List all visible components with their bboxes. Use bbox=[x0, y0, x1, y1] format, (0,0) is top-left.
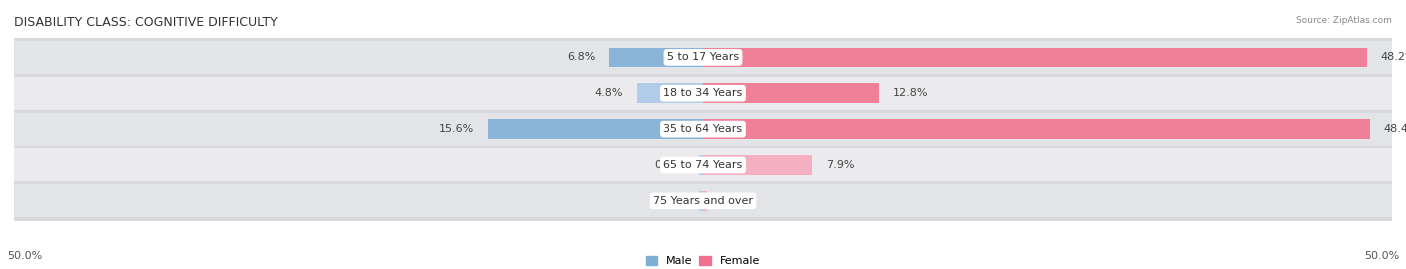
Text: 5 to 17 Years: 5 to 17 Years bbox=[666, 52, 740, 62]
Bar bbox=[703, 83, 879, 103]
Legend: Male, Female: Male, Female bbox=[647, 256, 759, 266]
Text: 6.8%: 6.8% bbox=[567, 52, 596, 62]
Text: Source: ZipAtlas.com: Source: ZipAtlas.com bbox=[1296, 16, 1392, 25]
Bar bbox=[14, 184, 1392, 217]
Bar bbox=[703, 119, 1369, 139]
Bar bbox=[699, 155, 703, 175]
Text: 75 Years and over: 75 Years and over bbox=[652, 196, 754, 206]
Bar bbox=[14, 113, 1392, 146]
Bar bbox=[14, 41, 1392, 74]
Bar bbox=[703, 155, 811, 175]
Text: 18 to 34 Years: 18 to 34 Years bbox=[664, 88, 742, 98]
Bar bbox=[14, 148, 1392, 182]
Text: 50.0%: 50.0% bbox=[7, 251, 42, 261]
Text: 50.0%: 50.0% bbox=[1364, 251, 1399, 261]
Bar bbox=[488, 119, 703, 139]
Text: 12.8%: 12.8% bbox=[893, 88, 928, 98]
Text: 35 to 64 Years: 35 to 64 Years bbox=[664, 124, 742, 134]
Text: 48.2%: 48.2% bbox=[1381, 52, 1406, 62]
Text: 15.6%: 15.6% bbox=[439, 124, 474, 134]
Bar bbox=[14, 77, 1392, 110]
Text: 7.9%: 7.9% bbox=[825, 160, 853, 170]
Text: DISABILITY CLASS: COGNITIVE DIFFICULTY: DISABILITY CLASS: COGNITIVE DIFFICULTY bbox=[14, 16, 278, 29]
Bar bbox=[699, 191, 703, 211]
Text: 0.0%: 0.0% bbox=[654, 160, 682, 170]
Bar bbox=[637, 83, 703, 103]
Bar bbox=[703, 191, 707, 211]
Bar bbox=[609, 48, 703, 67]
Text: 4.8%: 4.8% bbox=[595, 88, 623, 98]
Text: 48.4%: 48.4% bbox=[1384, 124, 1406, 134]
Text: 0.0%: 0.0% bbox=[654, 196, 682, 206]
Text: 65 to 74 Years: 65 to 74 Years bbox=[664, 160, 742, 170]
Text: 0.0%: 0.0% bbox=[724, 196, 752, 206]
Bar bbox=[703, 48, 1367, 67]
